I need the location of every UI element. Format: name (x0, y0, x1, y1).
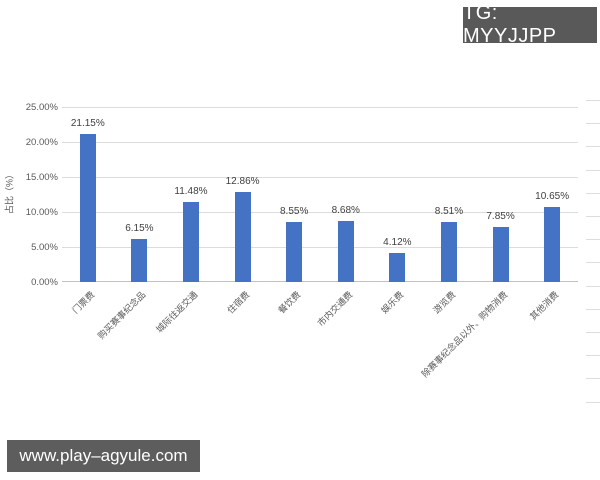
gridline (62, 247, 578, 248)
edge-dash (586, 378, 600, 379)
x-tick-label: 城际往返交通 (154, 289, 200, 335)
data-label: 21.15% (70, 117, 105, 129)
x-tick-label: 除赛事纪念品以外、购物消费 (419, 289, 510, 380)
x-tick-label: 购买赛事纪念品 (96, 289, 148, 342)
edge-dash (586, 170, 600, 171)
data-label: 11.48% (174, 185, 208, 197)
bar-group: 11.48% 城际往返交通 (154, 107, 217, 335)
x-tick-label: 餐饮费 (276, 289, 303, 316)
bar-chart: 占比（%） 25.00% 20.00% 15.00% 10.00% 5.00% … (0, 102, 578, 379)
y-tick: 0.00% (31, 277, 58, 288)
x-tick-label: 住宿费 (224, 289, 252, 316)
bar (234, 191, 251, 282)
data-label: 8.55% (279, 206, 309, 218)
bar (286, 222, 303, 282)
edge-dash (586, 100, 600, 101)
bar (182, 201, 199, 282)
y-axis: 25.00% 20.00% 15.00% 10.00% 5.00% 0.00% (0, 102, 58, 288)
edge-dash (586, 309, 600, 310)
data-label: 10.65% (535, 191, 570, 203)
bar (337, 221, 354, 282)
y-tick: 10.00% (25, 207, 58, 218)
data-label: 8.51% (434, 206, 464, 218)
edge-dash (586, 355, 600, 356)
edge-dash (586, 239, 600, 240)
data-label: 12.86% (225, 175, 260, 187)
bar (131, 238, 148, 282)
gridline (62, 142, 578, 143)
gridline (62, 177, 578, 178)
x-axis-line (62, 281, 578, 282)
tg-badge: TG: MYYJJPP (463, 2, 597, 47)
edge-dash (586, 332, 600, 333)
edge-dash (586, 216, 600, 217)
gridline (62, 212, 578, 213)
watermark: www.play–agyule.com (7, 440, 200, 472)
y-tick: 25.00% (25, 102, 58, 113)
data-label: 8.68% (331, 205, 360, 217)
x-tick-label: 其他消费 (528, 289, 561, 322)
plot-area: 21.15% 门票费 6.15% 购买赛事纪念品 11.48% 城际往返交通 1… (62, 107, 578, 379)
bar-group: 21.15% 门票费 (62, 107, 114, 316)
bar (440, 222, 457, 282)
gridline (62, 107, 578, 108)
bar (544, 207, 561, 282)
edge-dash (586, 402, 600, 403)
bar-group: 10.65% 其他消费 (526, 107, 578, 321)
edge-dash (586, 262, 600, 263)
bar (389, 253, 406, 282)
bar-group: 8.68% 市内交通费 (315, 107, 372, 328)
x-tick-label: 娱乐费 (379, 289, 406, 316)
edge-dash (586, 146, 600, 147)
edge-dash (586, 123, 600, 124)
bar-group: 4.12% 娱乐费 (372, 107, 424, 315)
y-tick: 5.00% (31, 242, 58, 253)
x-tick-label: 游览费 (431, 289, 458, 316)
data-label: 6.15% (125, 222, 154, 234)
edge-dash (586, 193, 600, 194)
bar-group: 7.85% 除赛事纪念品以外、购物消费 (419, 107, 527, 379)
x-tick-label: 门票费 (70, 289, 97, 316)
bar-group: 6.15% 购买赛事纪念品 (96, 107, 166, 341)
y-tick: 20.00% (25, 137, 58, 148)
cropped-gridline-artifact (586, 100, 600, 420)
y-tick: 15.00% (25, 172, 58, 183)
data-label: 4.12% (383, 237, 412, 249)
edge-dash (586, 286, 600, 287)
data-label: 7.85% (486, 211, 515, 223)
bar-group: 8.55% 餐饮费 (268, 107, 320, 315)
bar (79, 133, 96, 282)
bar (492, 227, 509, 282)
bar-group: 8.51% 游览费 (423, 107, 475, 315)
x-tick-label: 市内交通费 (315, 289, 355, 329)
bar-group: 12.86% 住宿费 (217, 107, 269, 316)
